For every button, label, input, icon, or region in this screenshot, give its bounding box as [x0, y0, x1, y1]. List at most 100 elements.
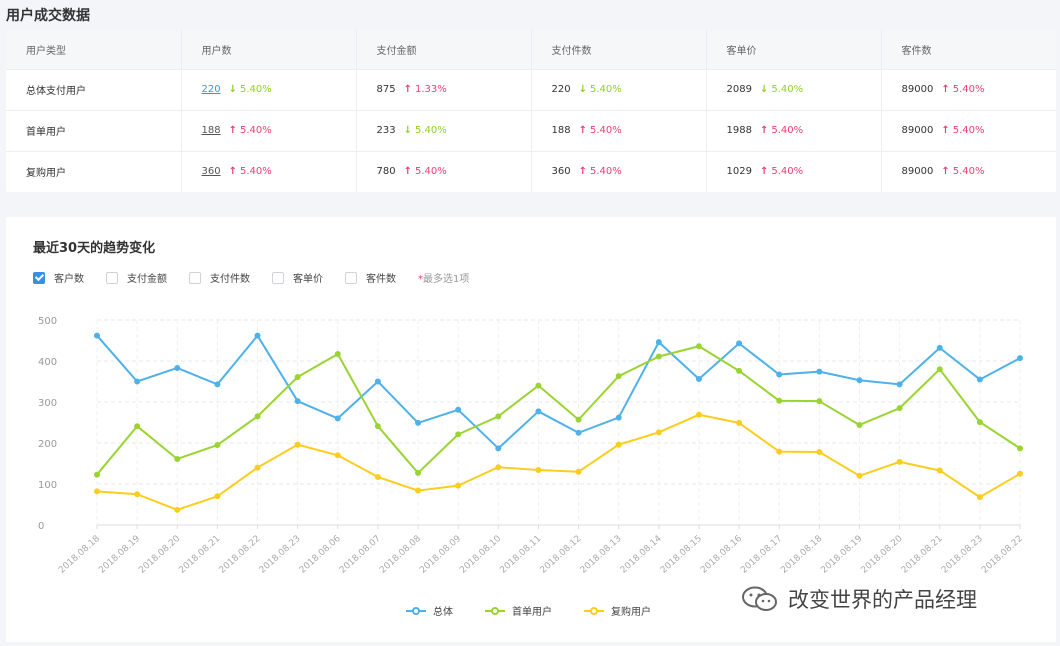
cell-pay-amount: 875 ↑ 1.33%: [356, 69, 532, 111]
cell-pay-items: 360 ↑ 5.40%: [531, 151, 707, 192]
change-percent: 5.40%: [771, 166, 804, 178]
data-point: [455, 431, 462, 438]
change-percent: 5.40%: [589, 166, 622, 178]
arrow-up-icon: ↑: [941, 166, 950, 178]
data-point: [334, 415, 341, 422]
legend-item[interactable]: 总体: [406, 603, 453, 618]
x-tick-label: 2018.08.09: [418, 534, 463, 576]
metric-filter-option[interactable]: 客单价: [272, 270, 323, 285]
data-point: [415, 469, 422, 476]
cell-value: 875: [376, 84, 396, 95]
data-point: [535, 467, 542, 474]
change-percent: 5.40%: [589, 125, 622, 136]
change-percent: 5.40%: [589, 84, 622, 95]
data-point: [976, 376, 983, 383]
data-point: [896, 405, 903, 412]
user-count-link[interactable]: 188: [201, 125, 221, 136]
arrow-up-icon: ↑: [578, 166, 587, 178]
data-point: [214, 493, 221, 500]
cell-unit-price: 1988 ↑ 5.40%: [706, 110, 882, 152]
checkbox[interactable]: [272, 271, 284, 284]
checkbox[interactable]: [189, 271, 201, 284]
data-point: [535, 382, 542, 389]
data-point: [294, 441, 301, 448]
x-tick-label: 2018.08.21: [900, 534, 945, 576]
data-point: [936, 366, 943, 373]
legend-item[interactable]: 首单用户: [485, 603, 552, 618]
cell-value: 1988: [726, 125, 752, 136]
data-point: [294, 398, 301, 405]
cell-pay-items: 220 ↓ 5.40%: [531, 69, 707, 111]
user-transaction-table-card: 用户类型 用户数 支付金额 支付件数 客单价 客件数 总体支付用户 220 ↓ 5.4…: [6, 30, 1056, 192]
data-point: [736, 419, 743, 426]
watermark: 改变世界的产品经理: [740, 584, 977, 614]
change-percent: 5.40%: [952, 166, 985, 178]
data-point: [294, 373, 301, 380]
cell-pay-items: 188 ↑ 5.40%: [531, 110, 707, 152]
x-tick-label: 2018.08.18: [57, 534, 102, 576]
data-point: [174, 506, 181, 513]
y-tick-label: 300: [38, 398, 57, 409]
cell-value: 89000: [901, 84, 934, 95]
x-tick-label: 2018.08.16: [699, 534, 744, 576]
x-tick-label: 2018.08.19: [97, 534, 142, 576]
checkbox[interactable]: [106, 271, 118, 284]
x-tick-label: 2018.08.23: [258, 534, 303, 576]
arrow-up-icon: ↑: [941, 125, 950, 136]
column-header-item-count: 客件数: [881, 30, 1056, 70]
data-point: [816, 368, 823, 375]
data-point: [214, 442, 221, 449]
user-transaction-table: 用户类型 用户数 支付金额 支付件数 客单价 客件数 总体支付用户 220 ↓ 5.4…: [6, 30, 1056, 192]
x-tick-label: 2018.08.15: [659, 534, 704, 576]
user-count-link[interactable]: 360: [201, 166, 221, 178]
data-point: [575, 468, 582, 475]
data-point: [1017, 470, 1023, 477]
x-tick-label: 2018.08.17: [739, 534, 784, 576]
data-point: [896, 381, 903, 388]
column-header-users: 用户数: [181, 30, 357, 70]
cell-value: 360: [551, 166, 571, 178]
legend-item[interactable]: 复购用户: [584, 603, 651, 618]
metric-filter-option[interactable]: 支付金额: [106, 270, 167, 285]
change-percent: 1.33%: [414, 84, 447, 95]
change-percent: 5.40%: [952, 125, 985, 136]
metric-filter-option[interactable]: 客户数: [33, 270, 84, 285]
y-tick-label: 400: [38, 357, 57, 368]
data-point: [816, 398, 823, 405]
x-tick-label: 2018.08.06: [298, 534, 343, 576]
series-line: [96, 334, 1021, 450]
arrow-up-icon: ↑: [228, 125, 237, 136]
data-point: [254, 464, 261, 471]
metric-filter-option[interactable]: 客件数: [345, 270, 396, 285]
x-tick-label: 2018.08.10: [458, 534, 503, 576]
cell-pay-amount: 233 ↓ 5.40%: [356, 110, 532, 152]
cell-unit-price: 1029 ↑ 5.40%: [706, 151, 882, 192]
user-count-link[interactable]: 220: [201, 84, 221, 95]
change-percent: 5.40%: [239, 125, 272, 136]
checkbox[interactable]: [345, 271, 357, 284]
cell-item-count: 89000 ↑ 5.40%: [881, 69, 1056, 111]
metric-filters: 客户数 支付金额 支付件数 客单价 客件数 *最多选1项: [33, 270, 469, 285]
cell-users: 360 ↑ 5.40%: [181, 151, 357, 192]
trend-line-chart: 01002003004005002018.08.182018.08.192018…: [38, 316, 1025, 576]
data-point: [134, 491, 141, 498]
data-point: [94, 471, 100, 478]
data-point: [736, 367, 743, 374]
metric-filter-option[interactable]: 支付件数: [189, 270, 250, 285]
change-percent: 5.40%: [952, 84, 985, 95]
data-point: [334, 351, 341, 358]
data-point: [695, 343, 702, 350]
cell-value: 188: [551, 125, 571, 136]
data-point: [94, 332, 100, 339]
data-point: [535, 408, 542, 415]
data-point: [174, 364, 181, 371]
data-point: [495, 413, 502, 420]
x-tick-label: 2018.08.21: [177, 534, 222, 576]
change-percent: 5.40%: [771, 84, 804, 95]
data-point: [615, 373, 622, 380]
cell-value: 89000: [901, 125, 934, 136]
data-point: [374, 378, 381, 385]
checkbox[interactable]: [33, 271, 45, 284]
selection-limit-note: *最多选1项: [418, 270, 469, 285]
column-header-pay-amount: 支付金额: [356, 30, 532, 70]
